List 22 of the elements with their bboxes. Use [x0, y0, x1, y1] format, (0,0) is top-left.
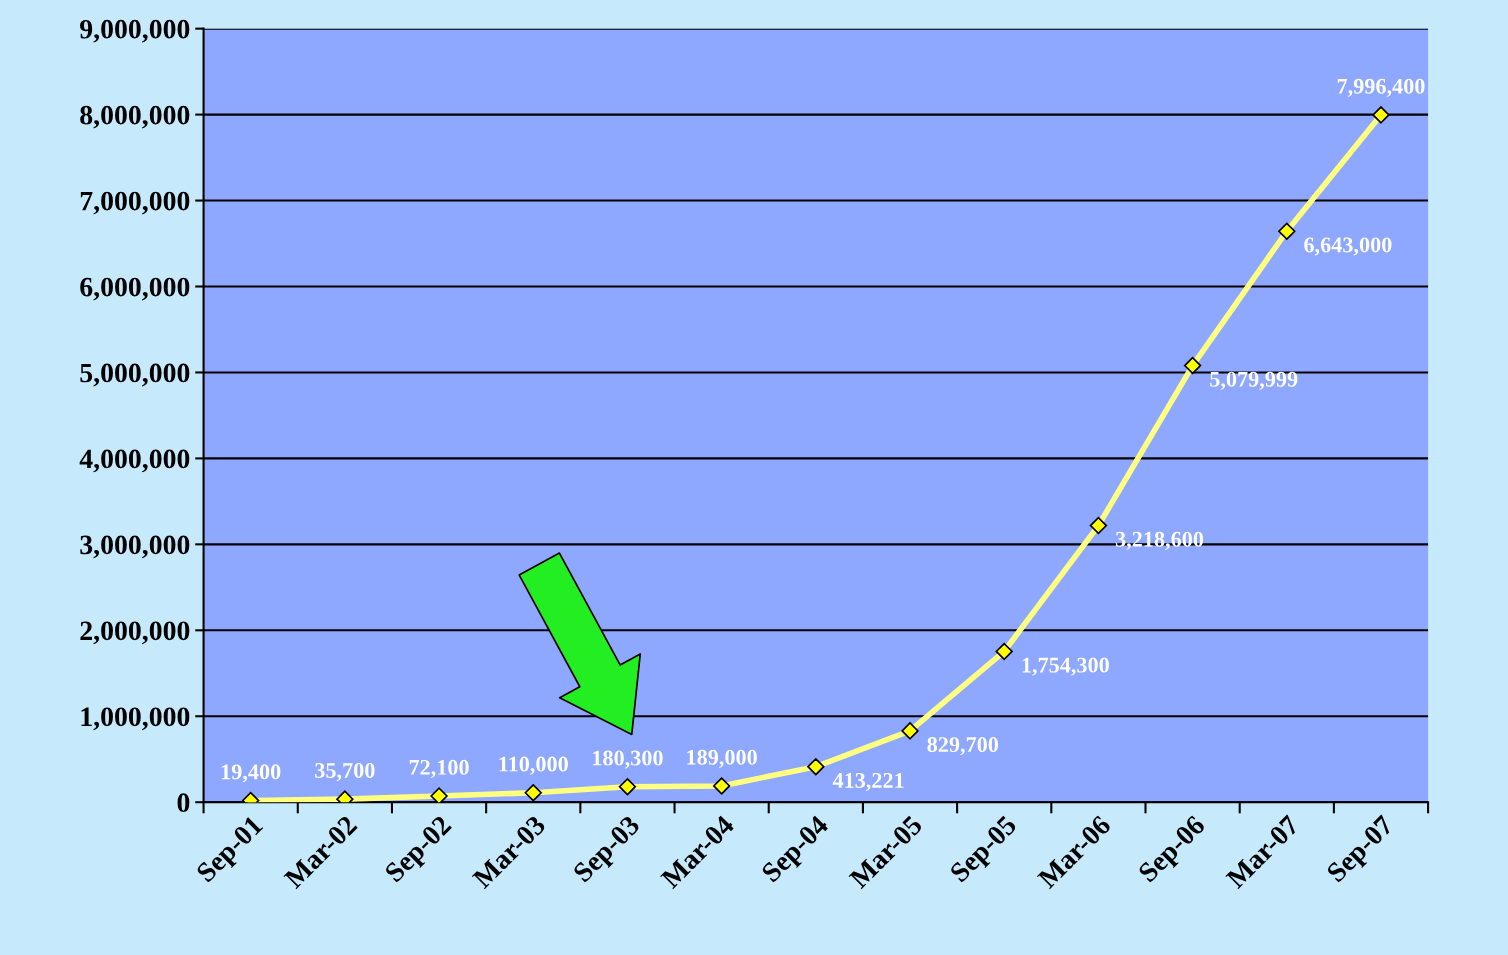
data-label: 72,100 [409, 759, 469, 779]
y-tick-label: 0 [177, 793, 190, 813]
data-label: 1,754,300 [1022, 657, 1109, 676]
data-label: 413,221 [832, 772, 904, 792]
data-label: 829,700 [927, 737, 999, 756]
data-label: 189,000 [687, 749, 757, 768]
data-label: 7,996,400 [1337, 78, 1425, 97]
y-tick-label: 6,000,000 [80, 277, 190, 301]
data-label: 6,643,000 [1304, 237, 1392, 256]
y-tick-label: 2,000,000 [80, 621, 190, 645]
y-tick-label: 8,000,000 [80, 105, 190, 129]
y-tick-label: 1,000,000 [81, 707, 190, 731]
data-label: 19,400 [221, 764, 281, 783]
y-tick-label: 4,000,000 [79, 449, 190, 473]
y-tick-label: 9,000,000 [80, 19, 190, 43]
data-label: 110,000 [499, 756, 568, 775]
data-label: 5,079,999 [1210, 371, 1298, 390]
data-label: 180,300 [593, 750, 663, 769]
y-tick-label: 3,000,000 [80, 535, 190, 559]
y-tick-label: 7,000,000 [80, 191, 190, 215]
y-tick-label: 5,000,000 [80, 363, 190, 387]
data-label: 35,700 [315, 762, 375, 782]
